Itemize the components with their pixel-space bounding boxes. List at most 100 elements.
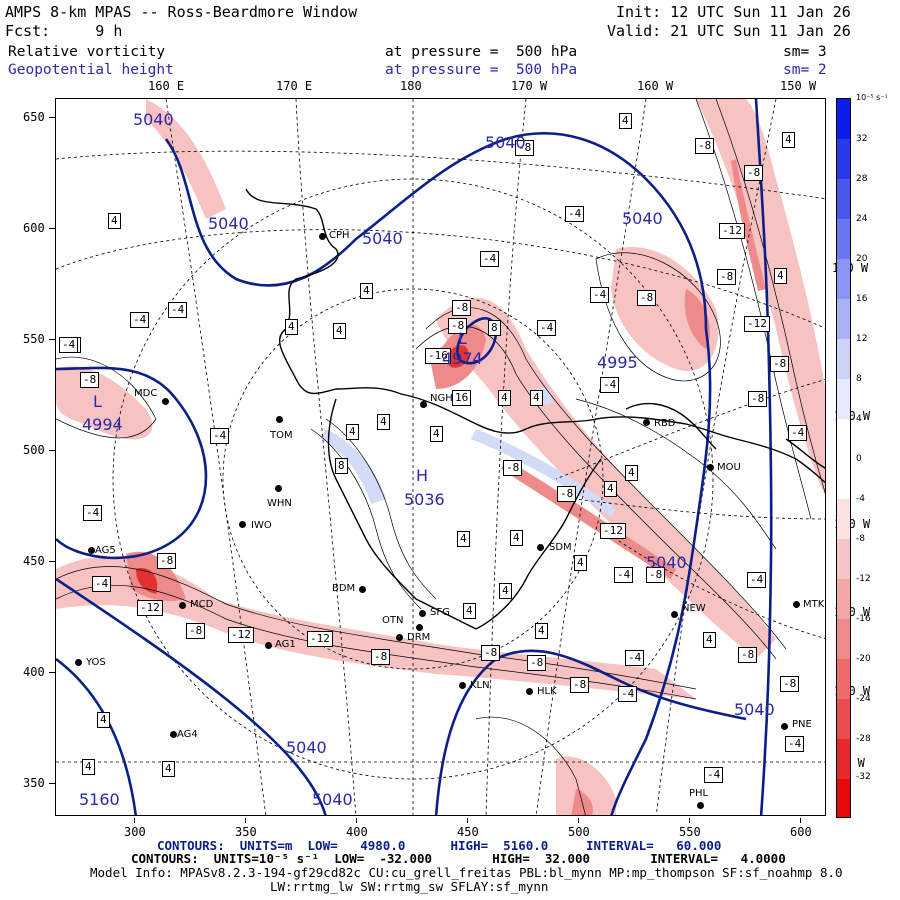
contour-label: -4	[614, 567, 634, 584]
contour-label: -8	[503, 460, 523, 477]
height-label: 5040	[312, 790, 353, 809]
colorbar-label: 0	[856, 454, 862, 464]
contour-label: -12	[137, 600, 163, 617]
contour-label: 4	[530, 390, 543, 407]
station-label: AG5	[95, 545, 116, 556]
x-tick-label: 350	[235, 825, 257, 839]
low-center-value: 4994	[82, 415, 123, 434]
field1-level: at pressure = 500 hPa	[385, 44, 578, 60]
y-tick-label: 650	[23, 110, 45, 124]
colorbar-label: 28	[856, 174, 868, 184]
colorbar-label: -20	[856, 654, 871, 664]
contour-label: -8	[481, 645, 501, 662]
colorbar-label: 8	[856, 374, 862, 384]
contour-label: 4	[619, 113, 632, 130]
contour-label: 8	[335, 458, 348, 475]
contour-label: 4	[774, 268, 787, 285]
footer-height-contours: CONTOURS: UNITS=m LOW= 4980.0 HIGH= 5160…	[157, 838, 722, 853]
contour-label: -8	[780, 676, 800, 693]
y-tick-label: 600	[23, 221, 45, 235]
contour-label: -8	[770, 356, 790, 373]
station-marker	[781, 723, 788, 730]
station-label: AG4	[177, 729, 198, 740]
station-marker	[239, 521, 246, 528]
plot-title: AMPS 8-km MPAS -- Ross-Beardmore Window	[5, 3, 358, 21]
contour-label: -8	[748, 391, 768, 408]
colorbar-label: -4	[856, 494, 865, 504]
contour-label: -4	[785, 736, 805, 753]
colorbar-label: -8	[856, 534, 865, 544]
graticule	[56, 99, 825, 815]
x-tick-label: 400	[346, 825, 368, 839]
contour-label: -8	[557, 486, 577, 503]
contour-label: 4	[498, 390, 511, 407]
lon-label-top: 170 W	[511, 79, 548, 93]
contour-label: -12	[307, 631, 333, 648]
x-tick-label: 600	[790, 825, 812, 839]
contour-label: 4	[782, 132, 795, 149]
contour-label: 4	[82, 759, 95, 776]
station-marker	[526, 688, 533, 695]
contour-label: -8	[744, 165, 764, 182]
lon-label-top: 160 W	[637, 79, 674, 93]
height-label: 5160	[79, 790, 120, 809]
contour-label: 4	[457, 531, 470, 548]
height-label: 5040	[208, 214, 249, 233]
low-center-value: 4995	[597, 353, 638, 372]
contour-label: -8	[515, 140, 535, 157]
contour-label: -4	[59, 337, 79, 354]
station-marker	[793, 601, 800, 608]
contour-label: -8	[646, 567, 666, 584]
init-time: Init: 12 UTC Sun 11 Jan 26	[616, 3, 851, 21]
colorbar-label: -28	[856, 734, 871, 744]
low-center-value: 4974	[442, 349, 483, 368]
station-label: YOS	[86, 657, 106, 668]
station-label: RBD	[654, 418, 676, 429]
colorbar-unit: 10⁻⁵ s⁻¹	[856, 93, 888, 102]
colorbar-label: 12	[856, 334, 868, 344]
valid-time: Valid: 21 UTC Sun 11 Jan 26	[607, 22, 851, 40]
contour-label: 4	[333, 323, 346, 340]
station-label: PNE	[792, 719, 812, 730]
contour-label: -8	[157, 553, 177, 570]
contour-label: -12	[228, 627, 254, 644]
field2-level: at pressure = 500 hPa	[385, 62, 578, 78]
contour-label: 8	[488, 320, 501, 337]
high-center-letter: H	[416, 466, 429, 485]
contour-label: 4	[430, 426, 443, 443]
y-tick-label: 400	[23, 665, 45, 679]
footer-model-info: Model Info: MPASv8.2.3-194-gf29cd82c CU:…	[90, 865, 843, 880]
low-center-letter: L	[93, 392, 102, 411]
field1-smoothing: sm= 3	[783, 44, 827, 60]
contour-label: -8	[570, 677, 590, 694]
station-marker	[537, 544, 544, 551]
station-marker	[265, 642, 272, 649]
contour-label: -8	[527, 655, 547, 672]
station-label: MOU	[717, 462, 741, 473]
contour-label: -4	[600, 377, 620, 394]
station-label: PHL	[689, 788, 709, 799]
contour-label: 4	[377, 414, 390, 431]
contour-label: 4	[346, 424, 359, 441]
contour-label: -4	[168, 302, 188, 319]
coastline	[245, 188, 825, 630]
station-marker	[416, 624, 423, 631]
contour-label: -4	[625, 650, 645, 667]
contour-label: -8	[717, 269, 737, 286]
height-contours	[56, 99, 773, 815]
station-marker	[170, 731, 177, 738]
station-label: SFG	[430, 607, 450, 618]
high-center-value: 5036	[404, 490, 445, 509]
station-label: KLN	[470, 680, 490, 691]
station-marker	[162, 398, 169, 405]
contour-label: 4	[625, 465, 638, 482]
station-marker	[359, 586, 366, 593]
contour-label: -4	[210, 428, 230, 445]
station-marker	[697, 802, 704, 809]
contour-label: -4	[130, 312, 150, 329]
contour-label: 4	[360, 283, 373, 300]
station-label: OTN	[382, 615, 404, 626]
contour-label: -4	[788, 425, 808, 442]
contour-label: -4	[480, 251, 500, 268]
contour-label: -4	[537, 320, 557, 337]
